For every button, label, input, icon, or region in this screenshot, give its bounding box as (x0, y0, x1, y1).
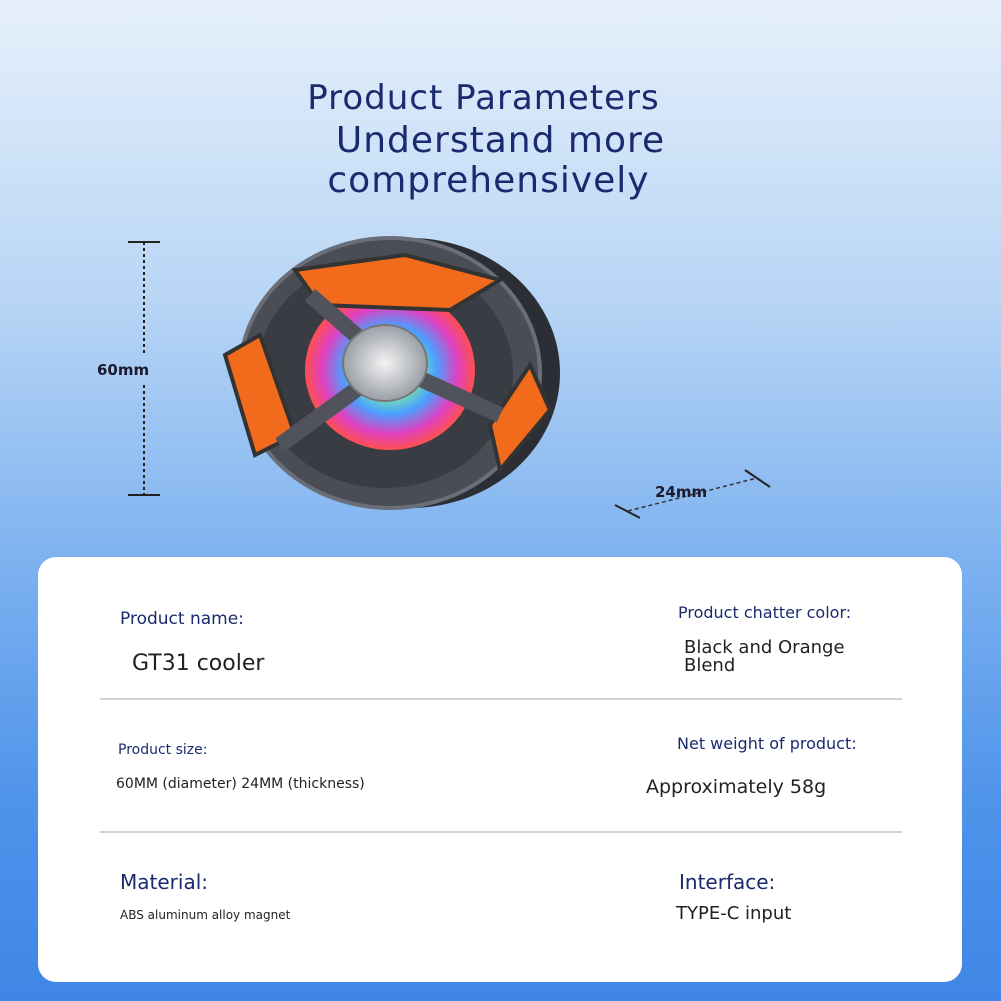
subtitle-line-1: Understand more (335, 120, 666, 161)
interface-value: TYPE-C input (676, 903, 792, 924)
page-title: Product Parameters (307, 78, 660, 118)
product-color-value: Black and Orange Blend (684, 637, 845, 676)
material-value: ABS aluminum alloy magnet (120, 908, 291, 922)
subtitle-line-2: comprehensively (327, 160, 650, 201)
divider (100, 698, 902, 700)
product-size-value: 60MM (diameter) 24MM (thickness) (116, 776, 365, 792)
product-name-label: Product name: (120, 609, 244, 629)
thickness-dimension-label: 24mm (655, 483, 708, 501)
interface-label: Interface: (679, 870, 776, 894)
height-dimension-label: 60mm (97, 361, 150, 379)
net-weight-value: Approximately 58g (646, 776, 827, 798)
net-weight-label: Net weight of product: (677, 734, 857, 753)
material-label: Material: (120, 870, 208, 894)
product-name-value: GT31 cooler (132, 651, 265, 676)
cooler-fan-image (222, 236, 560, 510)
spec-card: Product name: GT31 cooler Product chatte… (38, 557, 962, 982)
product-color-label: Product chatter color: (678, 603, 852, 622)
product-size-label: Product size: (118, 742, 208, 758)
divider (100, 831, 902, 833)
dimension-lines (128, 241, 771, 519)
